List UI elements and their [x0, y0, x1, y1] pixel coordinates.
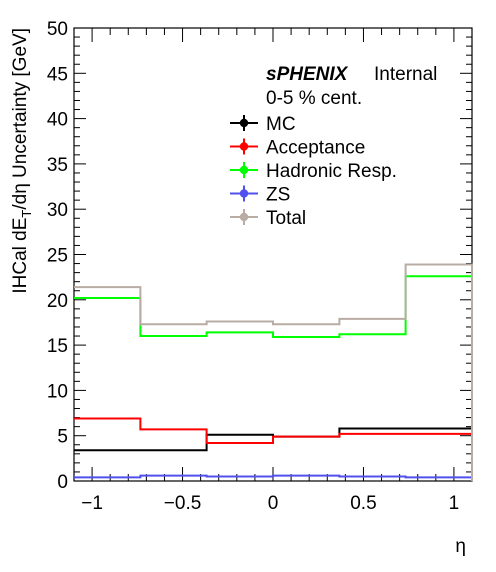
legend-marker-total	[239, 212, 249, 222]
y-tick-label: 35	[47, 155, 68, 176]
y-tick-label: 5	[57, 427, 68, 448]
legend-label-hadronic-resp: Hadronic Resp.	[266, 161, 397, 182]
y-axis-title: IHCal dET/dη Uncertainty [GeV]	[10, 28, 34, 294]
y-tick-label: 50	[47, 19, 68, 40]
x-tick-label: −1	[81, 493, 103, 514]
series-line-acceptance	[74, 417, 473, 481]
header-brand: sPHENIX	[266, 64, 349, 85]
legend-label-acceptance: Acceptance	[266, 138, 365, 159]
y-tick-label: 25	[47, 246, 68, 267]
x-tick-label: 0	[268, 493, 279, 514]
legend-marker-acceptance	[239, 142, 249, 151]
y-tick-label: 15	[47, 336, 68, 357]
series-line-total	[74, 263, 473, 481]
series-line-zs	[74, 474, 473, 481]
y-tick-label: 40	[47, 110, 68, 131]
legend-marker-zs	[239, 189, 249, 198]
legend-marker-hadronic-resp	[239, 165, 249, 175]
header-status: Internal	[374, 64, 437, 85]
tick-labels: 0 5 10 15 20 25 30 35 40 45 50 −1 −0.5 0 0.5 1	[47, 19, 459, 514]
y-tick-label: 30	[47, 200, 68, 221]
centrality-label: 0-5 % cent.	[266, 88, 362, 109]
x-axis-title: η	[455, 536, 466, 557]
y-tick-label: 20	[47, 291, 68, 312]
y-tick-label: 10	[47, 381, 68, 402]
x-tick-label: 1	[449, 493, 460, 514]
y-tick-label: 45	[47, 64, 68, 85]
x-tick-label: 0.5	[350, 493, 376, 514]
legend-label-mc: MC	[266, 114, 296, 135]
axis-ticks	[73, 27, 473, 482]
series-group	[74, 263, 473, 481]
legend-label-total: Total	[266, 208, 306, 229]
x-tick-label: −0.5	[164, 493, 202, 514]
legend-marker-mc	[239, 118, 249, 128]
y-tick-label: 0	[57, 472, 68, 493]
legend-label-zs: ZS	[266, 185, 290, 206]
